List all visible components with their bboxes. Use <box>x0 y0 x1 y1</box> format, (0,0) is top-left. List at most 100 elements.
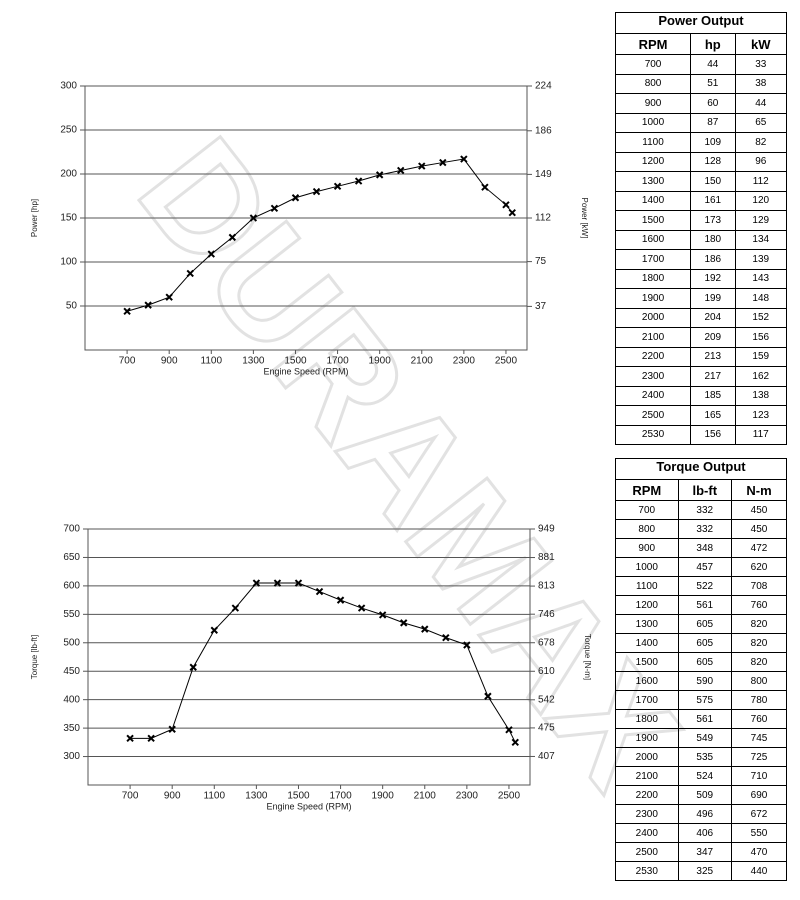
table-cell: 1300 <box>615 614 679 634</box>
y-tick-label: 200 <box>60 169 77 180</box>
table-row: 1000 87 65 <box>614 112 787 133</box>
data-line <box>130 582 516 743</box>
table-cell: 347 <box>677 842 733 862</box>
table-row: 1500 173 129 <box>614 210 787 231</box>
table-row: 1300 605 820 <box>615 614 787 634</box>
table-cell: 1200 <box>615 595 679 615</box>
y-axis-label: Power [hp] <box>30 199 39 237</box>
table-cell: 2530 <box>615 861 679 881</box>
table-row: 1800 561 760 <box>615 709 787 729</box>
table-cell: 348 <box>677 538 733 558</box>
table-cell: 725 <box>731 747 787 767</box>
table-cell: 450 <box>731 500 787 520</box>
table-cell: 2100 <box>615 766 679 786</box>
data-marker <box>378 611 387 619</box>
table-cell: 1700 <box>614 249 692 270</box>
x-tick-label: 1100 <box>204 791 226 802</box>
table-cell: 2200 <box>615 785 679 805</box>
table-cell: 522 <box>677 576 733 596</box>
y-tick-label: 500 <box>63 637 80 648</box>
column-header: N-m <box>731 479 787 501</box>
table-cell: 213 <box>690 346 736 367</box>
x-tick-label: 2500 <box>495 356 518 367</box>
y-tick-label: 100 <box>60 257 77 268</box>
y2-axis-label: Torque [N-m] <box>583 634 592 680</box>
x-tick-label: 2300 <box>456 791 479 802</box>
table-cell: 1700 <box>615 690 679 710</box>
x-tick-label: 2100 <box>414 791 437 802</box>
table-row: 1400 605 820 <box>615 633 787 653</box>
header-row: RPM hp kW <box>614 33 787 55</box>
table-cell: 1000 <box>614 112 692 133</box>
x-tick-label: 700 <box>122 791 139 802</box>
table-row: 1200 561 760 <box>615 595 787 615</box>
data-marker <box>400 619 408 627</box>
table-cell: 2400 <box>615 823 679 843</box>
table-cell: 217 <box>690 366 736 387</box>
table-row: 2400 406 550 <box>615 823 787 843</box>
table-cell: 159 <box>734 346 787 367</box>
data-marker <box>511 738 519 747</box>
table-row: 900 348 472 <box>615 538 787 558</box>
table-cell: 620 <box>731 557 787 577</box>
table-cell: 117 <box>734 424 787 445</box>
table-cell: 1800 <box>614 268 692 289</box>
table-cell: 204 <box>690 307 736 328</box>
table-cell: 672 <box>731 804 787 824</box>
y-tick-label: 50 <box>66 301 78 312</box>
table-row: 1900 549 745 <box>615 728 787 748</box>
table-cell: 700 <box>615 500 679 520</box>
column-header: RPM <box>615 479 679 501</box>
table-cell: 2200 <box>614 346 692 367</box>
table-cell: 38 <box>734 73 787 94</box>
data-marker <box>252 579 261 587</box>
table-cell: 472 <box>731 538 787 558</box>
x-tick-label: 700 <box>119 356 136 367</box>
x-tick-label: 1300 <box>245 791 268 802</box>
table-cell: 524 <box>677 766 733 786</box>
table-cell: 325 <box>677 861 733 881</box>
table-cell: 1300 <box>614 171 692 192</box>
data-marker <box>505 726 513 734</box>
table-row: 2530 325 440 <box>615 861 787 881</box>
table-cell: 112 <box>734 171 787 192</box>
column-header: kW <box>734 33 787 55</box>
table-cell: 2300 <box>614 366 692 387</box>
table-cell: 1100 <box>615 576 679 596</box>
table-cell: 156 <box>690 424 736 445</box>
x-tick-label: 2100 <box>411 356 434 367</box>
table-row: 2530 156 117 <box>614 424 787 445</box>
table-cell: 2530 <box>614 424 692 445</box>
data-marker <box>333 182 342 191</box>
data-marker <box>186 269 194 278</box>
y-tick-label: 300 <box>63 751 80 762</box>
table-cell: 134 <box>734 229 787 250</box>
table-row: 1100 109 82 <box>614 132 787 153</box>
data-marker <box>189 663 197 671</box>
power-table: Power Output RPM hp kW 700 44 33 800 51 38 900 60 44… <box>614 12 787 445</box>
table-row: 1300 150 112 <box>614 171 787 192</box>
data-marker <box>460 155 468 163</box>
table-cell: 186 <box>690 249 736 270</box>
data-marker <box>249 214 258 222</box>
table-cell: 1900 <box>614 288 692 309</box>
table-cell: 199 <box>690 288 736 309</box>
table-cell: 496 <box>677 804 733 824</box>
table-cell: 185 <box>690 385 736 406</box>
table-cell: 1600 <box>615 671 679 691</box>
table-cell: 745 <box>731 728 787 748</box>
table-title: Power Output <box>615 12 787 33</box>
y-axis-label: Torque [lb-ft] <box>30 635 39 679</box>
y-tick-label: 650 <box>63 552 80 563</box>
table-cell: 2300 <box>615 804 679 824</box>
table-cell: 82 <box>734 132 787 153</box>
x-axis-label: Engine Speed (RPM) <box>266 801 351 811</box>
table-cell: 509 <box>677 785 733 805</box>
table-cell: 800 <box>731 671 787 691</box>
table-row: 1600 590 800 <box>615 671 787 691</box>
table-title: Torque Output <box>615 458 787 479</box>
table-row: 1900 199 148 <box>614 288 787 309</box>
table-cell: 820 <box>731 614 787 634</box>
